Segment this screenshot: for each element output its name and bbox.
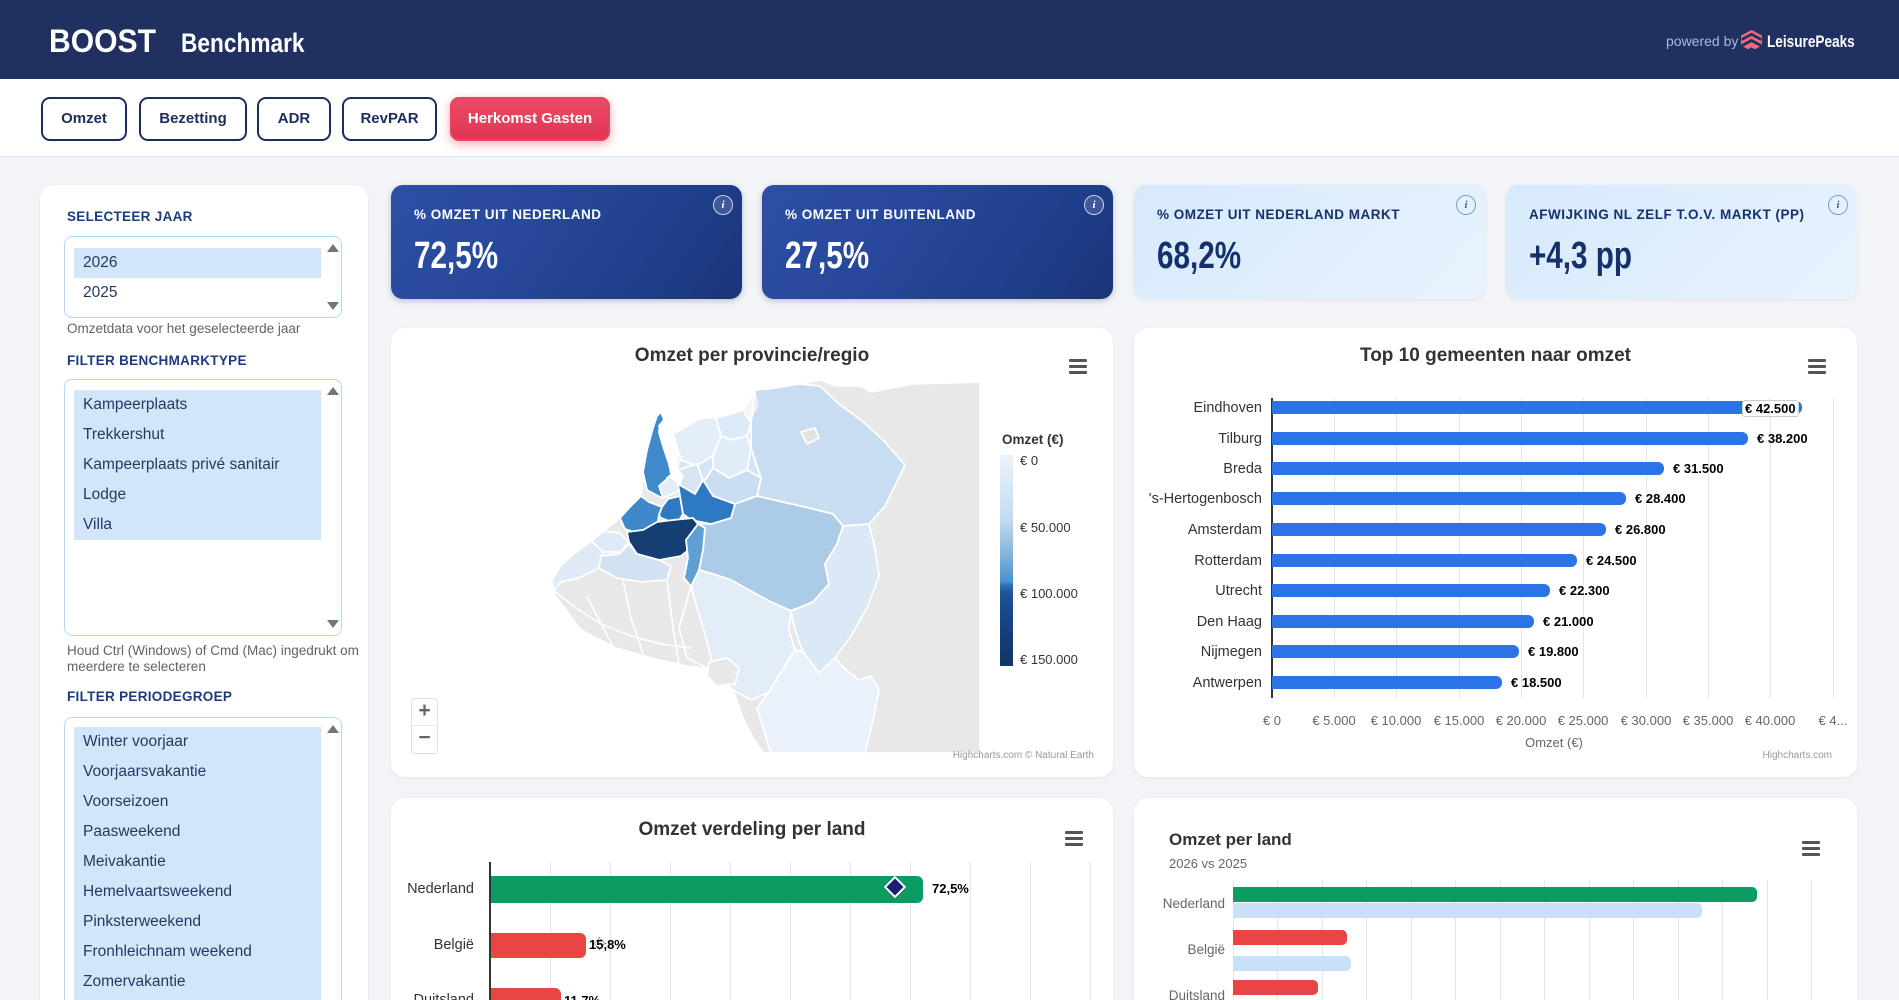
svg-text:€ 100.000: € 100.000	[1020, 586, 1078, 601]
svg-text:Omzet (€): Omzet (€)	[1002, 432, 1064, 447]
svg-text:€ 50.000: € 50.000	[1020, 520, 1071, 535]
svg-text:€ 150.000: € 150.000	[1020, 652, 1078, 667]
svg-text:€ 0: € 0	[1020, 453, 1038, 468]
